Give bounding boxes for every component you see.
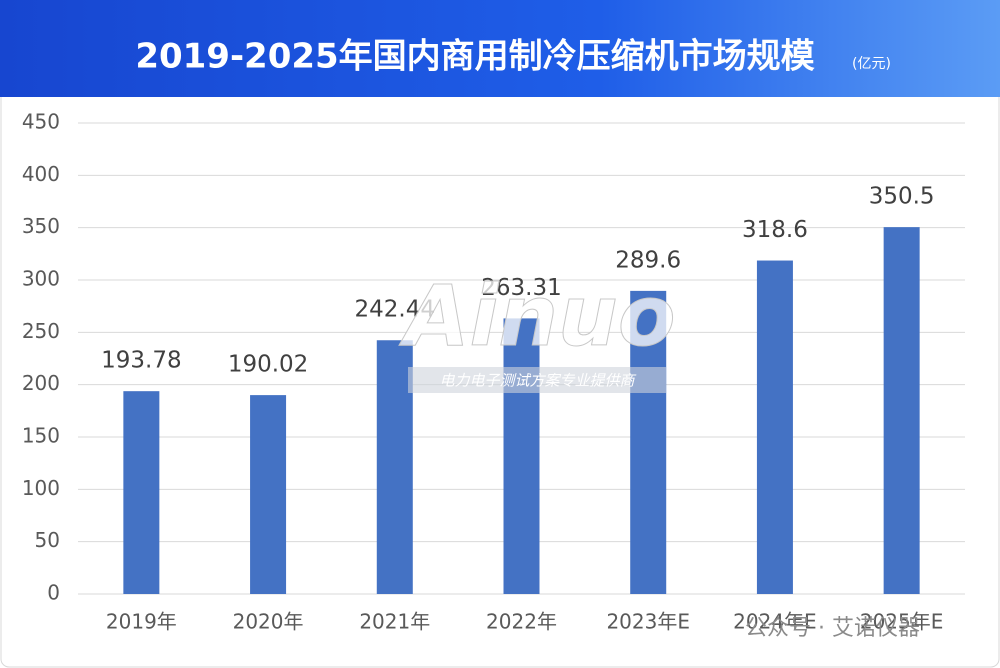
y-tick-label: 100 bbox=[22, 476, 60, 500]
x-tick-label: 2023年E bbox=[606, 610, 690, 634]
y-tick-label: 150 bbox=[22, 424, 60, 448]
watermark-band bbox=[408, 367, 666, 393]
chart-title: 2019-2025年国内商用制冷压缩机市场规模 bbox=[135, 37, 814, 77]
value-label: 193.78 bbox=[101, 348, 181, 374]
y-tick-label: 400 bbox=[22, 162, 60, 186]
value-label: 263.31 bbox=[481, 275, 561, 301]
footer-account: 公众号 · 艾诺仪器 bbox=[745, 616, 920, 641]
watermark-logo: Ainuo bbox=[398, 267, 675, 365]
value-label: 289.6 bbox=[615, 247, 681, 273]
x-tick-label: 2020年 bbox=[233, 610, 304, 634]
bar bbox=[123, 391, 160, 594]
y-tick-label: 200 bbox=[22, 371, 60, 395]
watermark-text: 电力电子测试方案专业提供商 bbox=[439, 372, 636, 390]
value-label: 242.44 bbox=[355, 297, 435, 323]
plot: 0 50 100 150 200 250 300 350 400 450 2019年 193.78 20… bbox=[22, 110, 965, 634]
chart-subtitle: (亿元) bbox=[852, 56, 891, 72]
y-tick-label: 350 bbox=[22, 214, 60, 238]
x-tick-label: 2022年 bbox=[486, 610, 557, 634]
title-banner bbox=[0, 0, 1000, 97]
bar bbox=[503, 318, 540, 594]
bar bbox=[756, 260, 793, 594]
x-tick-label: 2021年 bbox=[359, 610, 430, 634]
y-tick-label: 300 bbox=[22, 267, 60, 291]
y-tick-label: 450 bbox=[22, 110, 60, 134]
x-tick-label: 2019年 bbox=[106, 610, 177, 634]
value-label: 190.02 bbox=[228, 352, 308, 378]
y-tick-label: 250 bbox=[22, 319, 60, 343]
value-label: 350.5 bbox=[869, 184, 935, 210]
x-tick-label: 2024年E bbox=[733, 610, 817, 634]
bar bbox=[883, 227, 920, 595]
bar bbox=[250, 395, 287, 594]
value-label: 318.6 bbox=[742, 217, 808, 243]
x-tick-label: 2025年E bbox=[860, 610, 944, 634]
y-tick-label: 50 bbox=[35, 528, 60, 552]
bar bbox=[630, 290, 667, 594]
bar bbox=[376, 340, 413, 594]
y-tick-label: 0 bbox=[47, 581, 60, 605]
